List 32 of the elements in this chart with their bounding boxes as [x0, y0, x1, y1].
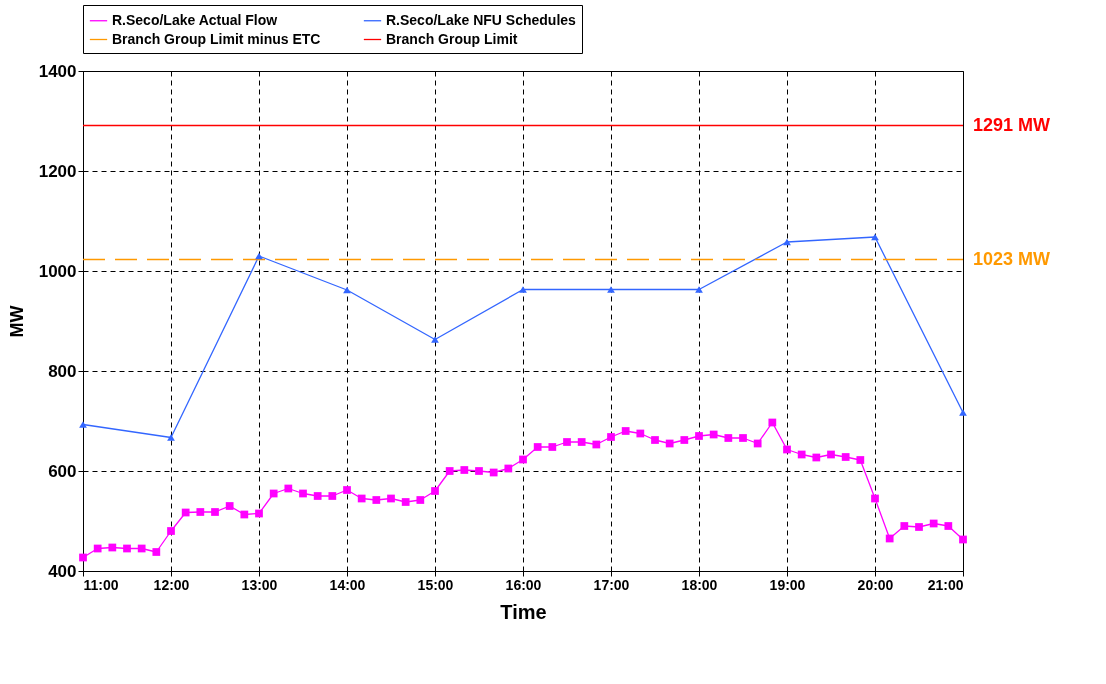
x-tick-label: 19:00 [769, 576, 806, 593]
y-axis-title: MW [6, 305, 27, 338]
legend-label: R.Seco/Lake Actual Flow [112, 11, 278, 28]
x-tick-label: 12:00 [153, 576, 190, 593]
point [519, 286, 527, 293]
legend-label: Branch Group Limit [386, 30, 518, 47]
x-tick-label: 15:00 [417, 576, 454, 593]
x-tick-label: 21:00 [927, 576, 964, 593]
point [431, 336, 439, 343]
point [607, 286, 615, 293]
legend-label: R.Seco/Lake NFU Schedules [386, 11, 577, 28]
x-axis-title: Time [500, 600, 547, 623]
x-tick-label: 20:00 [857, 576, 894, 593]
y-tick-label: 800 [48, 361, 77, 381]
y-tick-label: 600 [48, 461, 77, 481]
x-tick-label: 11:00 [83, 576, 119, 593]
point [79, 421, 87, 428]
point [695, 286, 703, 293]
annotation: 1291 MW [973, 114, 1051, 135]
x-tick-label: 17:00 [593, 576, 630, 593]
legend-label: Branch Group Limit minus ETC [112, 30, 321, 47]
x-tick-label: 16:00 [505, 576, 542, 593]
x-tick-label: 13:00 [241, 576, 278, 593]
y-tick-label: 1000 [38, 261, 77, 281]
annotation: 1023 MW [973, 248, 1051, 269]
point [959, 409, 967, 416]
y-tick-label: 400 [48, 561, 77, 581]
x-tick-label: 18:00 [681, 576, 718, 593]
y-tick-label: 1400 [38, 61, 77, 81]
x-tick-label: 14:00 [329, 576, 366, 593]
point [167, 434, 175, 441]
y-tick-label: 1200 [38, 161, 77, 181]
